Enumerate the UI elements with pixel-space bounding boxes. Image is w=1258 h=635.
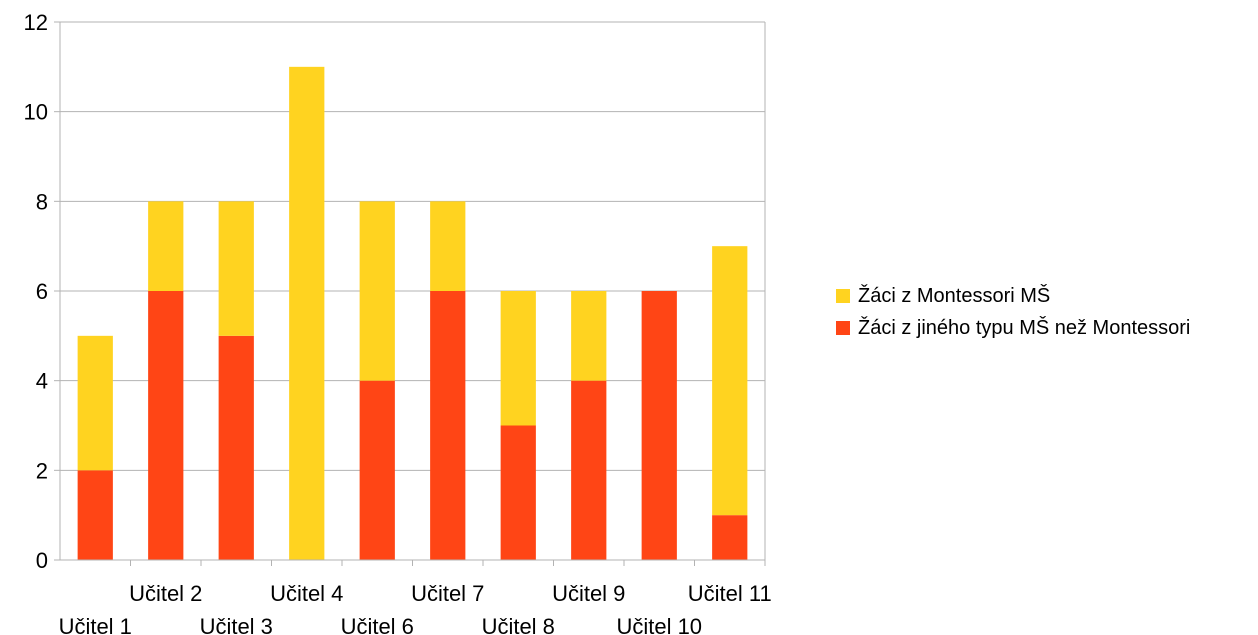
legend: Žáci z Montessori MŠ Žáci z jiného typu …: [836, 280, 1190, 344]
x-tick-label: Učitel 7: [411, 581, 484, 606]
bar-other-8: [571, 380, 607, 560]
bar-other-3: [218, 335, 254, 560]
bar-other-7: [500, 425, 536, 560]
bar-montessori-8: [571, 291, 607, 381]
bars: [77, 66, 748, 560]
bar-montessori-10: [712, 246, 748, 516]
x-tick-label: Učitel 9: [552, 581, 625, 606]
x-tick-label: Učitel 10: [616, 614, 702, 635]
y-tick-label: 6: [36, 279, 48, 304]
y-tick-label: 10: [24, 100, 48, 125]
y-tick-label: 0: [36, 548, 48, 573]
bar-other-6: [430, 291, 466, 560]
legend-label-montessori: Žáci z Montessori MŠ: [858, 284, 1051, 307]
x-tick-label: Učitel 6: [341, 614, 414, 635]
bar-other-5: [359, 380, 395, 560]
y-tick-label: 2: [36, 458, 48, 483]
legend-swatch-other: [836, 321, 850, 335]
bar-montessori-2: [148, 201, 184, 291]
bar-montessori-3: [218, 201, 254, 336]
x-tick-label: Učitel 3: [200, 614, 273, 635]
y-tick-label: 8: [36, 189, 48, 214]
x-tick-labels: Učitel 1 Učitel 2 Učitel 3 Učitel 4 Učitel 6…: [59, 581, 772, 635]
bar-montessori-1: [77, 335, 113, 471]
bar-montessori-5: [359, 201, 395, 381]
y-tick-labels: 0 2 4 6 8 10 12: [24, 10, 48, 573]
x-tick-label: Učitel 4: [270, 581, 343, 606]
axes: [54, 21, 766, 566]
bar-montessori-7: [500, 291, 536, 426]
bar-other-2: [148, 291, 184, 560]
bar-montessori-6: [430, 201, 466, 291]
legend-item-montessori: Žáci z Montessori MŠ: [836, 280, 1190, 312]
y-tick-label: 12: [24, 10, 48, 35]
bar-other-10: [712, 515, 748, 560]
x-tick-label: Učitel 1: [59, 614, 132, 635]
x-tick-label: Učitel 11: [688, 581, 772, 606]
y-tick-label: 4: [36, 369, 48, 394]
legend-item-other: Žáci z jiného typu MŠ než Montessori: [836, 312, 1190, 344]
x-tick-label: Učitel 2: [129, 581, 202, 606]
bar-montessori-4: [289, 66, 325, 560]
legend-label-other: Žáci z jiného typu MŠ než Montessori: [858, 316, 1191, 339]
bar-other-1: [77, 470, 113, 560]
bar-other-9: [641, 291, 677, 560]
legend-swatch-montessori: [836, 289, 850, 303]
x-tick-label: Učitel 8: [482, 614, 555, 635]
